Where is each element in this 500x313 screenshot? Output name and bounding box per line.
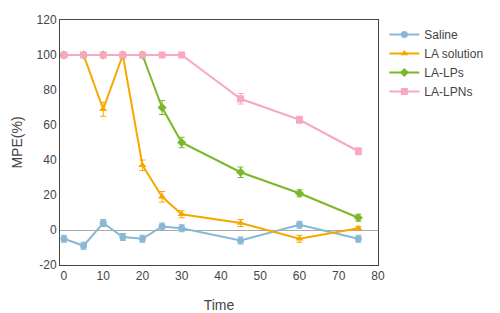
- svg-text:Saline: Saline: [424, 28, 458, 42]
- svg-text:60: 60: [293, 269, 307, 283]
- svg-text:40: 40: [214, 269, 228, 283]
- svg-text:20: 20: [43, 188, 57, 202]
- svg-text:120: 120: [37, 13, 57, 27]
- svg-text:Time: Time: [204, 297, 235, 313]
- svg-text:80: 80: [371, 269, 385, 283]
- svg-text:70: 70: [332, 269, 346, 283]
- svg-text:LA-LPNs: LA-LPNs: [424, 85, 472, 99]
- svg-text:50: 50: [254, 269, 268, 283]
- svg-text:-20: -20: [39, 258, 57, 272]
- svg-text:0: 0: [50, 223, 57, 237]
- svg-text:40: 40: [43, 153, 57, 167]
- svg-text:20: 20: [136, 269, 150, 283]
- svg-text:LA-LPs: LA-LPs: [424, 66, 463, 80]
- svg-text:30: 30: [175, 269, 189, 283]
- svg-text:80: 80: [43, 83, 57, 97]
- svg-text:LA solution: LA solution: [424, 47, 483, 61]
- svg-text:10: 10: [97, 269, 111, 283]
- svg-text:100: 100: [37, 48, 57, 62]
- svg-text:MPE(%): MPE(%): [9, 116, 25, 168]
- svg-text:60: 60: [43, 118, 57, 132]
- svg-text:0: 0: [61, 269, 68, 283]
